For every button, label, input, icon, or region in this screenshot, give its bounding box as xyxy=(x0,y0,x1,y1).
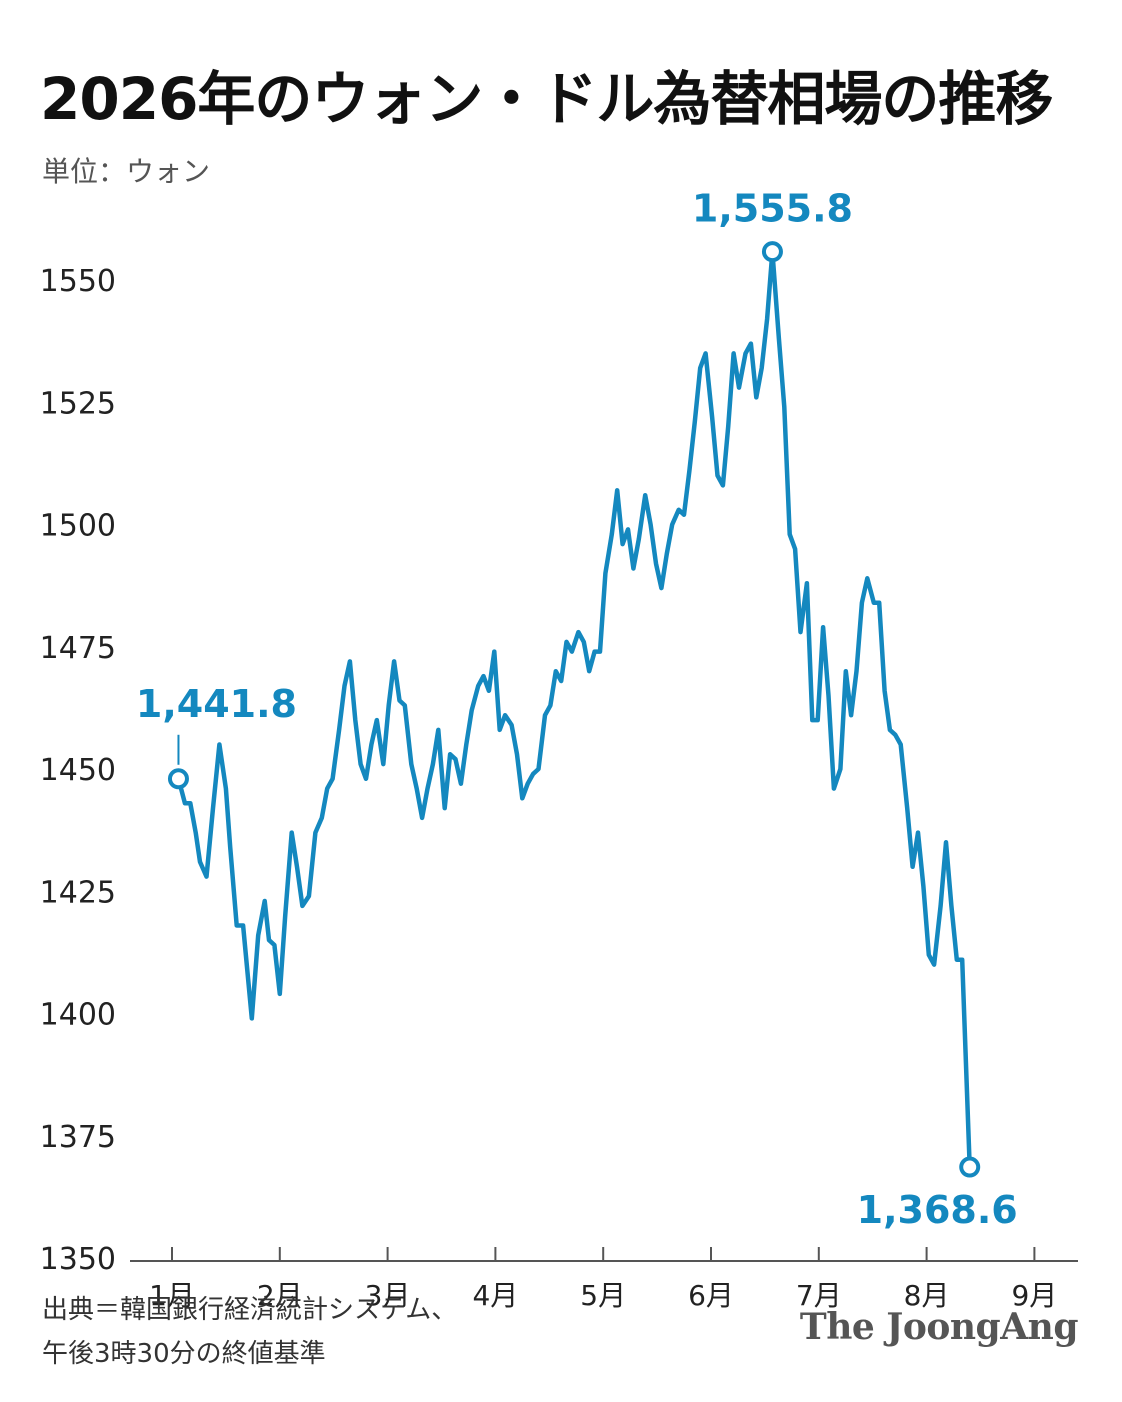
annotation-layer: 1,441.8 1,555.8 1,368.6 xyxy=(136,187,1018,1232)
annotation-value-label: 1,368.6 xyxy=(857,1188,1018,1232)
annotation-marker xyxy=(761,241,783,263)
y-axis-tick-labels: 1350 1375 1400 1425 1450 1475 1500 1525 1550 xyxy=(40,264,116,1277)
y-tick-label: 1350 xyxy=(40,1242,116,1277)
series-line xyxy=(176,249,972,1170)
y-tick-label: 1475 xyxy=(40,631,116,666)
y-tick-label: 1400 xyxy=(40,998,116,1033)
footnote-line-2: 午後3時30分の終値基準 xyxy=(42,1339,326,1369)
x-tick-label: 8月 xyxy=(904,1279,950,1312)
y-tick-label: 1425 xyxy=(40,875,116,910)
publisher-logo: The JoongAng xyxy=(799,1306,1079,1348)
x-tick-label: 6月 xyxy=(688,1279,734,1312)
x-tick-label: 5月 xyxy=(580,1279,626,1312)
x-tick-label: 3月 xyxy=(365,1279,411,1312)
x-axis: 1月 2月 3月 4月 5月 6月 7月 8月 9月 xyxy=(130,1247,1078,1312)
x-tick-label: 4月 xyxy=(472,1279,518,1312)
footnote-line-1: 出典＝韓国銀行経済統計システム、 xyxy=(42,1295,458,1325)
y-tick-label: 1500 xyxy=(40,509,116,544)
annotation-marker xyxy=(959,1156,981,1178)
x-tick-label: 9月 xyxy=(1011,1279,1057,1312)
annotation-value-label: 1,441.8 xyxy=(136,682,297,726)
y-tick-label: 1450 xyxy=(40,753,116,788)
series-layer xyxy=(176,249,972,1170)
unit-label: 単位：ウォン xyxy=(42,155,211,188)
y-tick-label: 1375 xyxy=(40,1120,116,1155)
annotation-marker xyxy=(167,768,189,790)
y-tick-label: 1550 xyxy=(40,264,116,299)
annotation-value-label: 1,555.8 xyxy=(692,187,853,231)
x-tick-label: 2月 xyxy=(257,1279,303,1312)
x-tick-label: 1月 xyxy=(149,1279,195,1312)
source-footnote: 出典＝韓国銀行経済統計システム、 午後3時30分の終値基準 xyxy=(42,1288,457,1376)
chart-title: 2026年のウォン・ドル為替相場の推移 xyxy=(40,65,1053,133)
x-tick-label: 7月 xyxy=(796,1279,842,1312)
y-tick-label: 1525 xyxy=(40,386,116,421)
